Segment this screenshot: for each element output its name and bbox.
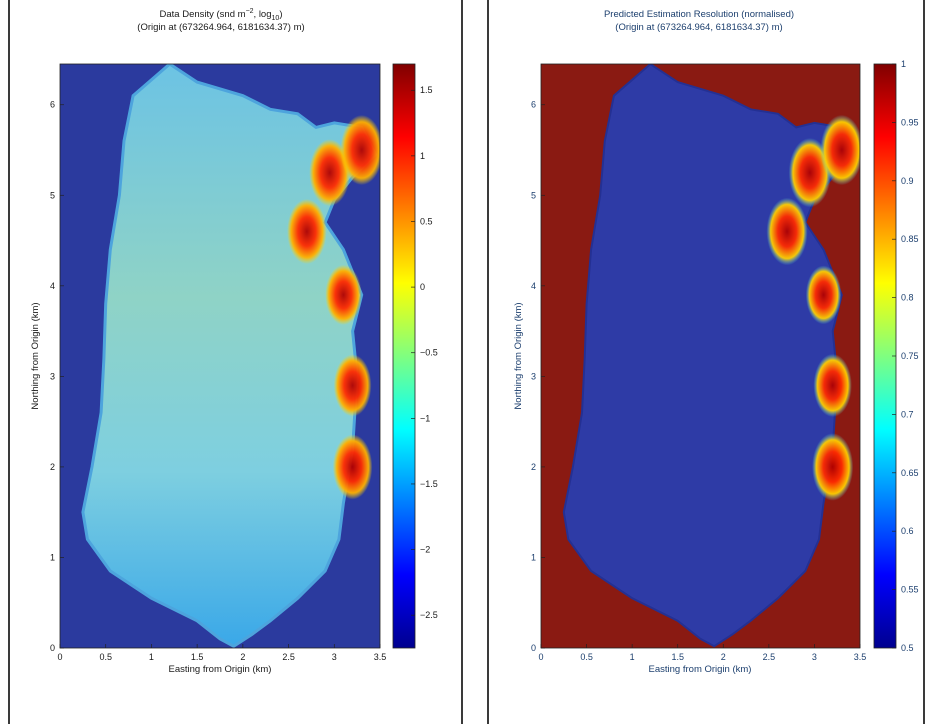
colorbar-tick-label: 0.5 <box>420 216 433 226</box>
x-axis-ticks: 0 0.5 1 1.5 2 2.5 3 3.5 <box>57 644 386 662</box>
colorbar-tick-label: 0.75 <box>901 351 919 361</box>
high-resolution-zones <box>766 114 860 501</box>
colorbar-tick-label: 0.9 <box>901 176 914 186</box>
y-tick-label: 1 <box>531 552 536 562</box>
hotspot-3 <box>813 353 852 418</box>
estimation-resolution-svg: Predicted Estimation Resolution (normali… <box>513 9 919 675</box>
y-tick-label: 6 <box>531 100 536 110</box>
colorbar-tick-label: −2 <box>420 545 430 555</box>
y-tick-label: 4 <box>50 281 55 291</box>
y-axis-label: Northing from Origin (km) <box>513 302 524 409</box>
x-tick-label: 2 <box>240 652 245 662</box>
x-tick-label: 1 <box>630 652 635 662</box>
colorbar-tick-label: 0.55 <box>901 585 919 595</box>
colorbar <box>392 63 416 649</box>
x-tick-label: 0 <box>538 652 543 662</box>
y-tick-label: 0 <box>531 643 536 653</box>
heatmap-area <box>60 64 380 648</box>
data-density-svg: Data Density (snd m−2, log10) (Origin at… <box>30 8 438 675</box>
y-tick-label: 5 <box>531 190 536 200</box>
colorbar-tick-label: −1.5 <box>420 479 438 489</box>
y-tick-label: 0 <box>50 643 55 653</box>
hotspot-5 <box>340 115 380 186</box>
y-tick-label: 3 <box>531 371 536 381</box>
chart-title-line1: Predicted Estimation Resolution (normali… <box>604 9 794 20</box>
colorbar-tick-label: 0.6 <box>901 526 914 536</box>
colorbar-tick-label: 0.65 <box>901 468 919 478</box>
y-axis-ticks: 0 1 2 3 4 5 6 <box>531 100 545 653</box>
high-density-zones <box>287 115 380 500</box>
colorbar-tick-label: 0.7 <box>901 409 914 419</box>
x-tick-label: 3 <box>812 652 817 662</box>
colorbar-tick-label: 1.5 <box>420 85 433 95</box>
x-tick-label: 0 <box>57 652 62 662</box>
x-tick-label: 3.5 <box>374 652 387 662</box>
hotspot-1 <box>287 198 327 265</box>
colorbar-tick-label: 0.8 <box>901 293 914 303</box>
plot-frame <box>59 63 381 649</box>
hotspot-1 <box>766 197 808 266</box>
figure-estimation-resolution: Predicted Estimation Resolution (normali… <box>487 0 925 724</box>
colorbar-tick-label: 1 <box>901 59 906 69</box>
y-tick-label: 4 <box>531 281 536 291</box>
hotspot-5 <box>820 114 860 186</box>
x-tick-label: 3 <box>332 652 337 662</box>
x-tick-label: 0.5 <box>580 652 593 662</box>
colorbar-tick-label: 1 <box>420 151 425 161</box>
hotspot-4 <box>332 434 373 500</box>
chart-title-line1: Data Density (snd m−2, log10) <box>160 8 283 22</box>
y-axis-label: Northing from Origin (km) <box>30 302 41 409</box>
y-tick-label: 6 <box>50 100 55 110</box>
heatmap-area <box>541 64 860 648</box>
x-axis-label: Easting from Origin (km) <box>649 664 752 675</box>
colorbar-tick-label: 0 <box>420 282 425 292</box>
y-tick-label: 2 <box>50 462 55 472</box>
x-tick-label: 2.5 <box>763 652 776 662</box>
x-axis-label: Easting from Origin (km) <box>169 664 272 675</box>
colorbar-ticks: 1 0.95 0.9 0.85 0.8 0.75 0.7 0.65 0.6 0.55 0.5 <box>892 59 919 653</box>
figure-data-density: Data Density (snd m−2, log10) (Origin at… <box>8 0 463 724</box>
x-tick-label: 1 <box>149 652 154 662</box>
x-tick-label: 3.5 <box>854 652 867 662</box>
y-tick-label: 3 <box>50 371 55 381</box>
hotspot-2 <box>325 264 362 325</box>
colorbar-tick-label: −0.5 <box>420 348 438 358</box>
x-tick-label: 2.5 <box>282 652 295 662</box>
y-tick-label: 2 <box>531 462 536 472</box>
plot-frame <box>540 63 861 649</box>
y-tick-label: 5 <box>50 190 55 200</box>
x-tick-label: 1.5 <box>671 652 684 662</box>
colorbar-tick-label: −1 <box>420 413 430 423</box>
y-axis-ticks: 0 1 2 3 4 5 6 <box>50 100 64 653</box>
hotspot-0 <box>788 137 832 208</box>
hotspot-4 <box>812 433 854 501</box>
hotspot-0 <box>309 139 351 207</box>
colorbar-tick-label: 0.5 <box>901 643 914 653</box>
chart-title-line2: (Origin at (673264.964, 6181634.37) m) <box>137 22 304 33</box>
chart-title-line2: (Origin at (673264.964, 6181634.37) m) <box>615 22 782 33</box>
colorbar-ticks: 1.5 1 0.5 0 −0.5 −1 −1.5 −2 −2.5 <box>411 85 438 620</box>
hotspot-2 <box>805 265 842 325</box>
x-tick-label: 0.5 <box>99 652 112 662</box>
colorbar-tick-label: 0.85 <box>901 234 919 244</box>
colorbar-tick-label: 0.95 <box>901 117 919 127</box>
colorbar-tick-label: −2.5 <box>420 610 438 620</box>
x-tick-label: 1.5 <box>191 652 204 662</box>
hotspot-3 <box>333 354 372 417</box>
x-tick-label: 2 <box>721 652 726 662</box>
x-axis-ticks: 0 0.5 1 1.5 2 2.5 3 3.5 <box>538 644 866 662</box>
y-tick-label: 1 <box>50 552 55 562</box>
